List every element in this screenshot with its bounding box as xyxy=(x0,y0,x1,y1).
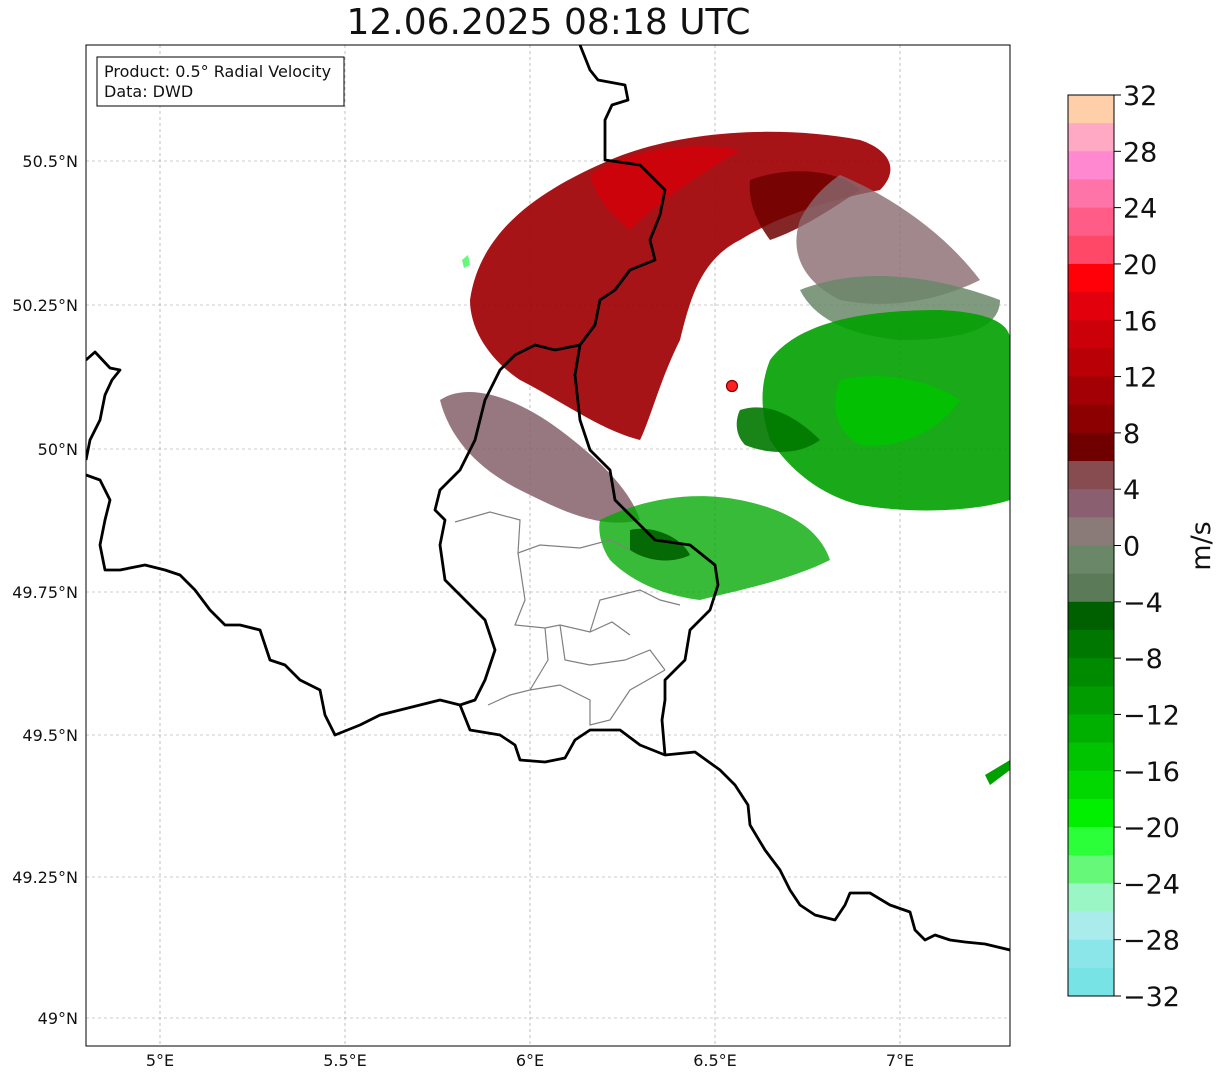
colorbar-unit-label: m/s xyxy=(1186,521,1217,570)
colorbar-segment xyxy=(1068,658,1114,687)
colorbar-segment xyxy=(1068,432,1114,462)
colorbar-tick-label: −28 xyxy=(1123,926,1180,957)
colorbar-tick-label: −8 xyxy=(1123,644,1163,675)
colorbar-tick-label: −16 xyxy=(1123,757,1180,788)
colorbar-tick-label: 24 xyxy=(1123,194,1157,225)
colorbar-segment xyxy=(1068,827,1114,856)
echo-near-zero-n xyxy=(796,175,980,304)
colorbar-segment xyxy=(1068,151,1114,180)
y-tick-label: 49.25°N xyxy=(12,868,78,887)
map-title: 12.06.2025 08:18 UTC xyxy=(346,2,751,43)
colorbar-segment xyxy=(1068,686,1114,715)
colorbar-segment xyxy=(1068,179,1114,209)
colorbar-tick-label: 32 xyxy=(1123,81,1157,112)
colorbar-tick-label: −24 xyxy=(1123,869,1180,900)
info-data-source: Data: DWD xyxy=(104,82,193,101)
colorbar-segment xyxy=(1068,967,1114,997)
colorbar-segment xyxy=(1068,489,1114,518)
colorbar-segment xyxy=(1068,517,1114,546)
colorbar-segment xyxy=(1068,348,1114,378)
colorbar-segments xyxy=(1068,95,1114,997)
colorbar-segment xyxy=(1068,461,1114,490)
echo-near-zero xyxy=(440,391,640,523)
colorbar-tick-label: 8 xyxy=(1123,419,1140,450)
colorbar-segment xyxy=(1068,123,1114,152)
radar-site-marker[interactable] xyxy=(725,379,739,393)
colorbar-tick-label: −12 xyxy=(1123,700,1180,731)
colorbar-segment xyxy=(1068,320,1114,349)
radar-echoes xyxy=(440,131,1010,785)
echo-inbound-bright xyxy=(835,376,960,446)
map-frame xyxy=(85,44,1011,1047)
colorbar-tick-label: 0 xyxy=(1123,532,1140,563)
colorbar-tick-label: −32 xyxy=(1123,982,1180,1013)
colorbar-segment xyxy=(1068,714,1114,744)
x-tick-label: 7°E xyxy=(886,1051,914,1070)
x-tick-label: 5°E xyxy=(146,1051,174,1070)
y-tick-label: 50.25°N xyxy=(12,296,78,315)
colorbar-segment xyxy=(1068,855,1114,884)
colorbar-segment xyxy=(1068,601,1114,631)
colorbar: 32 28 24 20 16 12 8 4 0 −4 −8 −12 −16 −20 −24 −28 −32 m/… xyxy=(1067,81,1217,1013)
colorbar-segment xyxy=(1068,292,1114,321)
y-axis-ticks: 50.5°N 50.25°N 50°N 49.75°N 49.5°N 49.25… xyxy=(12,152,78,1028)
colorbar-segment xyxy=(1068,376,1114,406)
colorbar-segment xyxy=(1068,911,1114,941)
x-tick-label: 5.5°E xyxy=(323,1051,367,1070)
echo-inbound-far-e xyxy=(985,760,1010,785)
colorbar-tick-label: 20 xyxy=(1123,250,1157,281)
colorbar-segment xyxy=(1068,95,1114,124)
colorbar-segment xyxy=(1068,235,1114,265)
colorbar-tick-label: 12 xyxy=(1123,363,1157,394)
y-tick-label: 49.75°N xyxy=(12,583,78,602)
colorbar-segment xyxy=(1068,573,1114,603)
colorbar-segment xyxy=(1068,798,1114,828)
colorbar-tick-label: −4 xyxy=(1123,588,1163,619)
colorbar-segment xyxy=(1068,770,1114,800)
colorbar-tick-label: 16 xyxy=(1123,306,1157,337)
colorbar-segment xyxy=(1068,263,1114,293)
colorbar-segment xyxy=(1068,629,1114,659)
regional-borders xyxy=(454,511,681,726)
echo-inbound-south xyxy=(599,496,830,600)
national-borders xyxy=(86,45,1010,952)
info-box: Product: 0.5° Radial Velocity Data: DWD xyxy=(96,56,345,107)
x-tick-label: 6°E xyxy=(516,1051,544,1070)
x-axis-ticks: 5°E 5.5°E 6°E 6.5°E 7°E xyxy=(146,1051,914,1070)
colorbar-segment xyxy=(1068,545,1114,575)
y-tick-label: 49.5°N xyxy=(22,726,78,745)
y-tick-label: 50.5°N xyxy=(22,152,78,171)
colorbar-tick-label: −20 xyxy=(1123,813,1180,844)
echo-inbound-dark xyxy=(736,407,820,452)
echo-small-nw xyxy=(462,255,470,268)
y-tick-label: 50°N xyxy=(38,440,78,459)
echo-inbound-sw-dark xyxy=(630,528,690,561)
colorbar-segment xyxy=(1068,404,1114,434)
colorbar-segment xyxy=(1068,883,1114,913)
x-tick-label: 6.5°E xyxy=(693,1051,737,1070)
colorbar-tick-label: 28 xyxy=(1123,137,1157,168)
colorbar-ticks: 32 28 24 20 16 12 8 4 0 −4 −8 −12 −16 −20 −24 −28 −32 xyxy=(1114,81,1180,1013)
info-product: Product: 0.5° Radial Velocity xyxy=(104,62,331,81)
colorbar-segment xyxy=(1068,207,1114,237)
colorbar-tick-label: 4 xyxy=(1123,475,1140,506)
y-tick-label: 49°N xyxy=(38,1009,78,1028)
colorbar-segment xyxy=(1068,742,1114,772)
colorbar-segment xyxy=(1068,939,1114,969)
